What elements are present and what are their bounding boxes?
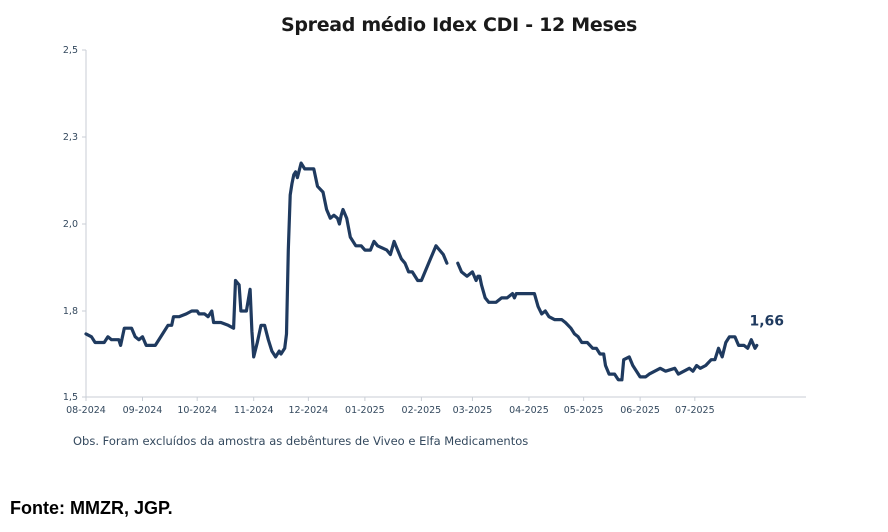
last-value-label: 1,66 xyxy=(750,313,785,329)
axes: 2,5 2,3 2,0 1,8 1,5 08-2024 09-2024 10-2024 11-2… xyxy=(63,45,806,416)
x-tick-label: 11-2024 xyxy=(234,405,274,416)
x-tick-label: 07-2025 xyxy=(675,405,715,416)
series-line-segment xyxy=(84,161,449,359)
series-layer xyxy=(84,161,759,382)
y-tick-label: 1,8 xyxy=(63,306,78,317)
y-tick-label: 2,3 xyxy=(63,132,78,143)
y-tick-label: 1,5 xyxy=(63,392,78,403)
x-tick-label: 09-2024 xyxy=(123,405,163,416)
x-tick-label: 01-2025 xyxy=(345,405,385,416)
source-caption: Fonte: MMZR, JGP. xyxy=(10,498,173,518)
x-tick-label: 04-2025 xyxy=(509,405,549,416)
x-tick-label: 06-2025 xyxy=(620,405,660,416)
x-tick-label: 12-2024 xyxy=(289,405,329,416)
x-tick-label: 08-2024 xyxy=(66,405,106,416)
y-tick-label: 2,5 xyxy=(63,45,78,56)
label-layer: 1,66 xyxy=(750,313,785,329)
series-line-segment xyxy=(456,261,759,382)
x-tick-label: 03-2025 xyxy=(453,405,493,416)
chart-note: Obs. Foram excluídos da amostra as debên… xyxy=(73,434,529,448)
x-tick-label: 02-2025 xyxy=(402,405,442,416)
chart-title: Spread médio Idex CDI - 12 Meses xyxy=(280,14,638,36)
y-tick-label: 2,0 xyxy=(63,219,78,230)
x-tick-label: 05-2025 xyxy=(564,405,604,416)
x-tick-label: 10-2024 xyxy=(177,405,217,416)
